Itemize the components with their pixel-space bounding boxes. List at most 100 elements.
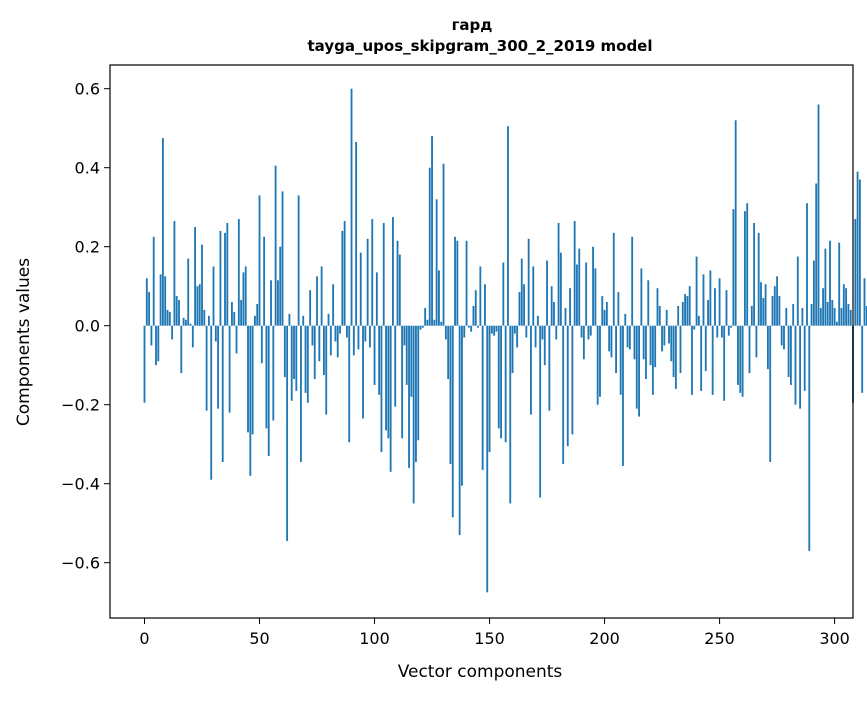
bar-89 [348,325,351,443]
bar-173 [541,325,544,340]
bar-19 [187,258,190,326]
bar-161 [513,325,516,334]
bar-122 [424,307,427,326]
bar-306 [847,303,850,326]
bar-100 [373,325,376,385]
bar-280 [787,325,790,378]
bar-231 [674,325,677,389]
bar-297 [826,302,829,326]
bar-243 [702,274,705,326]
bar-116 [410,325,413,397]
bar-69 [302,315,305,326]
bar-178 [553,302,555,326]
bar-118 [415,325,417,462]
bar-206 [617,292,620,326]
bar-262 [746,203,749,326]
bar-132 [447,325,450,380]
bar-272 [769,325,772,462]
bar-289 [808,325,811,551]
bar-9 [164,276,167,326]
bar-81 [329,325,332,356]
x-tick-label: 300 [819,629,850,648]
bar-197 [596,325,599,405]
bar-187 [573,221,576,326]
bar-48 [254,315,256,326]
bar-158 [507,126,509,326]
bar-115 [408,325,410,468]
bar-55 [270,280,272,326]
y-tick-label: 0.2 [75,238,100,257]
bar-298 [829,240,831,326]
bar-31 [214,325,217,342]
bar-73 [311,325,314,346]
bar-301 [835,321,838,326]
bar-77 [320,266,323,326]
bar-234 [681,302,684,326]
bar-277 [780,325,783,346]
bar-220 [649,325,652,366]
x-tick-label: 100 [359,629,390,648]
bar-54 [267,325,270,457]
bar-181 [559,252,562,326]
bar-33 [219,230,222,326]
bar-199 [601,296,604,326]
bar-36 [226,223,229,326]
bar-88 [346,325,348,338]
bar-7 [159,274,162,326]
y-tick-label: −0.4 [61,475,100,494]
bar-46 [249,325,252,476]
bar-39 [233,311,236,326]
bar-114 [405,325,408,385]
bar-273 [771,296,774,326]
bar-208 [622,325,624,466]
bar-186 [571,325,574,435]
bar-93 [357,325,360,350]
bar-97 [366,238,369,326]
bar-58 [277,280,279,326]
bar-131 [444,325,447,340]
bar-314 [865,305,867,326]
bar-179 [555,325,558,340]
bar-313 [863,278,866,326]
bar-112 [401,325,404,439]
bar-276 [778,296,781,326]
bar-300 [833,307,836,326]
bar-185 [569,288,571,326]
bar-282 [792,303,795,326]
bar-4 [152,236,155,326]
bar-275 [776,276,779,326]
bar-222 [654,325,657,368]
bar-198 [599,325,601,397]
bar-57 [274,165,277,326]
bar-149 [486,325,489,593]
bar-271 [766,325,769,370]
bar-190 [580,325,583,338]
bar-144 [474,290,477,326]
bar-105 [385,325,387,431]
bar-241 [697,315,700,326]
bar-8 [161,138,164,326]
bar-184 [566,325,569,447]
bar-193 [587,325,590,340]
y-axis-label: Components values [14,258,34,426]
x-tick-label: 250 [704,629,735,648]
bar-49 [256,303,259,326]
bar-138 [461,325,463,486]
bar-223 [656,288,659,326]
bar-201 [605,302,608,326]
bar-87 [343,221,346,326]
bar-62 [286,325,289,541]
bar-0 [143,325,146,403]
bar-248 [714,288,716,326]
bar-239 [693,325,696,330]
bar-162 [516,325,519,348]
bar-264 [750,305,753,326]
bar-258 [737,325,739,385]
bar-47 [251,325,254,435]
bar-254 [727,325,730,336]
bar-82 [332,284,335,326]
bar-235 [684,294,686,326]
bar-165 [523,284,525,326]
bar-209 [624,313,627,326]
